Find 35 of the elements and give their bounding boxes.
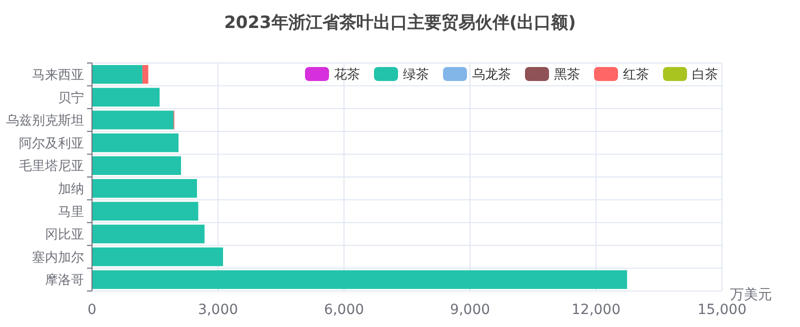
legend-label: 红茶	[623, 68, 649, 83]
y-tick-label: 贝宁	[58, 90, 84, 106]
x-axis-title: 万美元	[730, 287, 772, 303]
bar	[142, 65, 148, 84]
x-tick-label: 3,000	[198, 302, 238, 318]
y-tick-label: 乌兹别克斯坦	[6, 114, 84, 129]
legend-label: 花茶	[334, 68, 360, 83]
legend-label: 白茶	[692, 68, 718, 83]
bar	[92, 133, 179, 152]
y-tick-label: 马来西亚	[32, 68, 84, 83]
bar	[92, 65, 142, 84]
x-tick-label: 6,000	[324, 302, 364, 318]
x-tick-label: 9,000	[450, 302, 490, 318]
bar	[92, 156, 182, 175]
bar	[92, 270, 628, 289]
y-tick-label: 冈比亚	[45, 228, 84, 243]
bar	[92, 224, 205, 244]
bar	[92, 110, 174, 130]
bar	[92, 88, 160, 107]
y-tick-label: 摩洛哥	[45, 273, 84, 288]
x-tick-label: 15,000	[698, 302, 746, 318]
legend-label: 黑茶	[554, 68, 580, 83]
y-tick-label: 阿尔及利亚	[19, 136, 84, 152]
legend-label: 绿茶	[403, 68, 429, 83]
bar	[92, 247, 224, 266]
legend-label: 乌龙茶	[472, 68, 511, 83]
x-tick-label: 12,000	[572, 302, 620, 318]
x-tick-label: 0	[88, 302, 96, 318]
y-tick-label: 塞内加尔	[32, 249, 84, 266]
chart-title: 2023年浙江省茶叶出口主要贸易伙伴(出口额)	[224, 13, 576, 33]
y-tick-label: 毛里塔尼亚	[19, 159, 84, 174]
y-tick-label: 加纳	[58, 182, 84, 197]
bar	[92, 202, 198, 221]
y-tick-label: 马里	[58, 204, 84, 220]
bar	[92, 179, 197, 198]
